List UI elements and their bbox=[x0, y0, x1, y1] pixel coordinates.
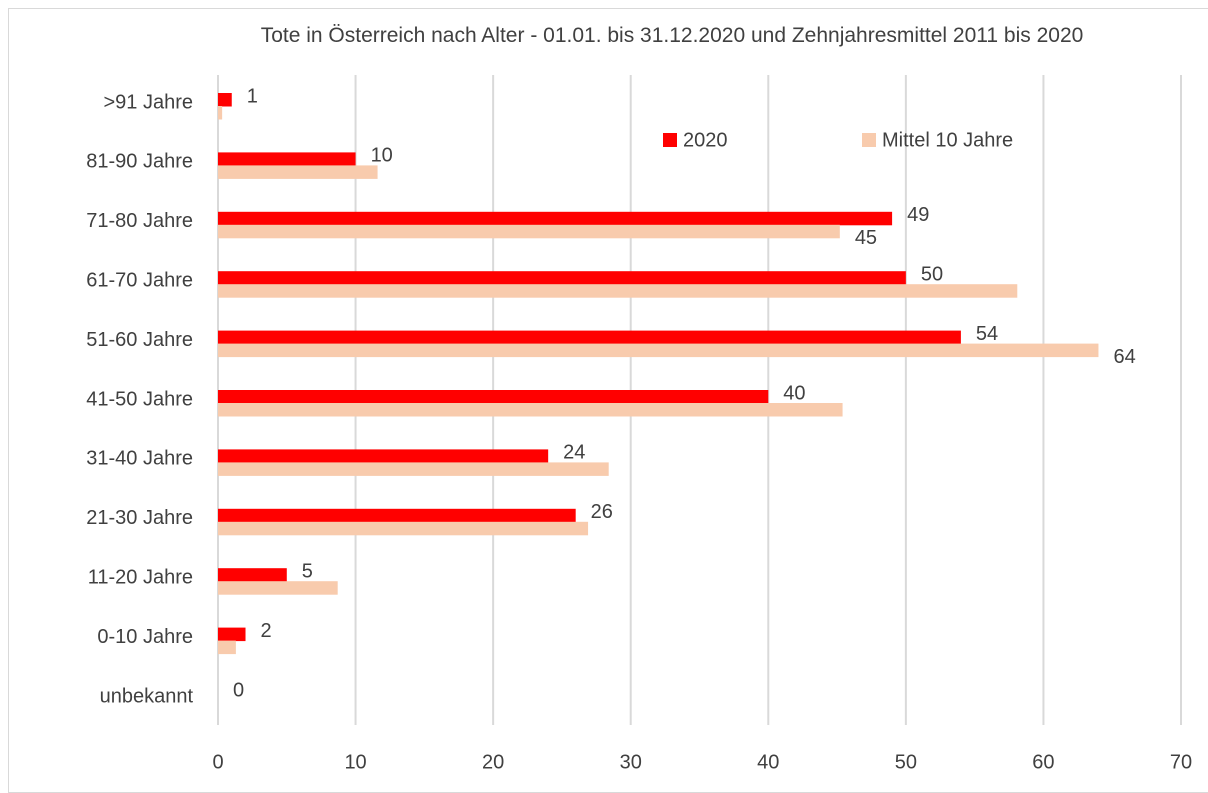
legend-label: 2020 bbox=[683, 129, 728, 151]
bar bbox=[218, 403, 843, 417]
x-tick-label: 10 bbox=[344, 751, 366, 773]
x-tick-label: 50 bbox=[895, 751, 917, 773]
data-label: 49 bbox=[907, 204, 929, 226]
bar bbox=[218, 627, 246, 642]
data-label: 24 bbox=[563, 442, 585, 464]
bar bbox=[218, 581, 338, 595]
data-label: 2 bbox=[261, 620, 272, 642]
data-label: 1 bbox=[247, 85, 258, 107]
chart-title: Tote in Österreich nach Alter - 01.01. b… bbox=[260, 24, 1084, 47]
data-label: 40 bbox=[783, 382, 805, 404]
data-label: 10 bbox=[371, 145, 393, 167]
legend-swatch bbox=[663, 133, 677, 147]
y-tick-label: 51-60 Jahre bbox=[86, 329, 193, 351]
bar bbox=[218, 271, 906, 285]
bar bbox=[218, 462, 609, 476]
x-tick-label: 70 bbox=[1170, 751, 1192, 773]
y-tick-label: 11-20 Jahre bbox=[88, 566, 193, 588]
legend-swatch bbox=[862, 133, 876, 147]
x-tick-label: 60 bbox=[1032, 751, 1054, 773]
x-tick-label: 30 bbox=[620, 751, 642, 773]
bar bbox=[218, 521, 589, 536]
data-label: 0 bbox=[233, 679, 244, 701]
bar bbox=[218, 449, 549, 463]
x-tick-label: 40 bbox=[757, 751, 779, 773]
bar bbox=[218, 211, 893, 226]
y-tick-label: 61-70 Jahre bbox=[86, 269, 193, 291]
data-label: 5 bbox=[302, 560, 313, 582]
bar bbox=[218, 93, 232, 107]
data-label: 54 bbox=[976, 323, 998, 345]
bar bbox=[218, 152, 356, 166]
data-label: 64 bbox=[1113, 346, 1135, 368]
y-tick-label: 41-50 Jahre bbox=[86, 388, 193, 410]
bar bbox=[218, 390, 769, 404]
bar bbox=[218, 224, 840, 239]
bar bbox=[218, 568, 287, 582]
bar bbox=[218, 640, 236, 655]
bar bbox=[218, 284, 1018, 298]
bar bbox=[218, 508, 576, 523]
y-tick-label: >91 Jahre bbox=[103, 91, 193, 113]
data-label: 45 bbox=[855, 227, 877, 249]
y-tick-label: 71-80 Jahre bbox=[86, 210, 193, 232]
y-tick-label: 0-10 Jahre bbox=[97, 626, 193, 648]
bar bbox=[218, 330, 961, 345]
data-label: 26 bbox=[591, 501, 613, 523]
y-tick-label: 81-90 Jahre bbox=[86, 151, 193, 173]
y-tick-label: 21-30 Jahre bbox=[86, 507, 193, 529]
y-tick-label: 31-40 Jahre bbox=[86, 448, 193, 470]
bar bbox=[218, 165, 378, 179]
y-tick-label: unbekannt bbox=[100, 685, 194, 707]
data-label: 50 bbox=[921, 263, 943, 285]
x-tick-label: 20 bbox=[482, 751, 504, 773]
bar bbox=[218, 106, 223, 120]
bar bbox=[218, 343, 1099, 358]
legend-label: Mittel 10 Jahre bbox=[882, 129, 1013, 151]
x-tick-label: 0 bbox=[212, 751, 223, 773]
